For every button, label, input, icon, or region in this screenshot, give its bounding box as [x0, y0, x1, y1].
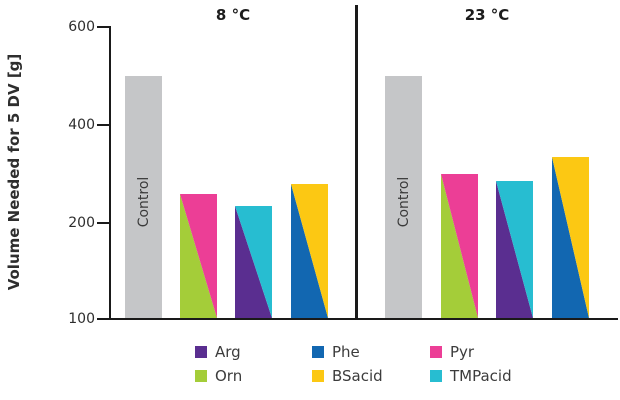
split-bar-graphic: [441, 174, 478, 318]
legend-swatch-tmpacid: [430, 370, 442, 382]
bar-arg-tmpacid-23°c: [496, 181, 533, 318]
panel-title-23c: 23 °C: [464, 6, 510, 24]
control-bar-label: Control: [395, 176, 412, 228]
legend-label-orn: Orn: [215, 367, 243, 385]
tick-label-400: 400: [68, 117, 95, 133]
legend-swatch-arg: [195, 346, 207, 358]
bar-arg-tmpacid-8°c: [235, 206, 272, 318]
control-bar-23°C: Control: [385, 76, 422, 318]
control-bar-label: Control: [135, 176, 152, 228]
panel-title-8c: 8 °C: [215, 6, 251, 24]
bar-orn-pyr-8°c: [180, 194, 217, 318]
legend-swatch-bsacid: [312, 370, 324, 382]
legend-item-arg: Arg: [195, 344, 241, 360]
bar-orn-pyr-23°c: [441, 174, 478, 318]
triangle-bsacid: [291, 184, 328, 318]
legend-item-orn: Orn: [195, 368, 242, 384]
bar-phe-bsacid-23°c: [552, 157, 589, 318]
legend-swatch-phe: [312, 346, 324, 358]
triangle-tmpacid: [496, 181, 533, 318]
split-bar-graphic: [235, 206, 272, 318]
panel-divider-line: [355, 5, 358, 319]
legend-item-pyr: Pyr: [430, 344, 474, 360]
triangle-pyr: [180, 194, 217, 318]
legend-label-pyr: Pyr: [450, 343, 475, 361]
split-bar-graphic: [291, 184, 328, 318]
y-axis-title: Volume Needed for 5 DV [g]: [5, 53, 23, 291]
legend-label-phe: Phe: [332, 343, 360, 361]
split-bar-graphic: [180, 194, 217, 318]
tick-mark-600: [97, 26, 111, 28]
legend-swatch-pyr: [430, 346, 442, 358]
triangle-tmpacid: [235, 206, 272, 318]
tick-mark-200: [97, 222, 111, 224]
y-axis-line: [109, 26, 111, 320]
split-bar-graphic: [496, 181, 533, 318]
legend-item-bsacid: BSacid: [312, 368, 383, 384]
legend-item-tmpacid: TMPacid: [430, 368, 512, 384]
split-bar-graphic: [552, 157, 589, 318]
triangle-bsacid: [552, 157, 589, 318]
tick-label-100: 100: [68, 311, 95, 327]
legend-swatch-orn: [195, 370, 207, 382]
legend-label-bsacid: BSacid: [332, 367, 383, 385]
tick-mark-400: [97, 124, 111, 126]
legend-label-arg: Arg: [215, 343, 241, 361]
legend-item-phe: Phe: [312, 344, 360, 360]
triangle-pyr: [441, 174, 478, 318]
x-axis-line: [97, 318, 618, 320]
control-bar-8°C: Control: [125, 76, 162, 318]
legend: Arg Orn Phe BSacid Pyr TMPacid: [195, 344, 595, 394]
bar-phe-bsacid-8°c: [291, 184, 328, 318]
legend-label-tmpacid: TMPacid: [450, 367, 512, 385]
tick-label-600: 600: [68, 19, 95, 35]
tick-label-200: 200: [68, 215, 95, 231]
